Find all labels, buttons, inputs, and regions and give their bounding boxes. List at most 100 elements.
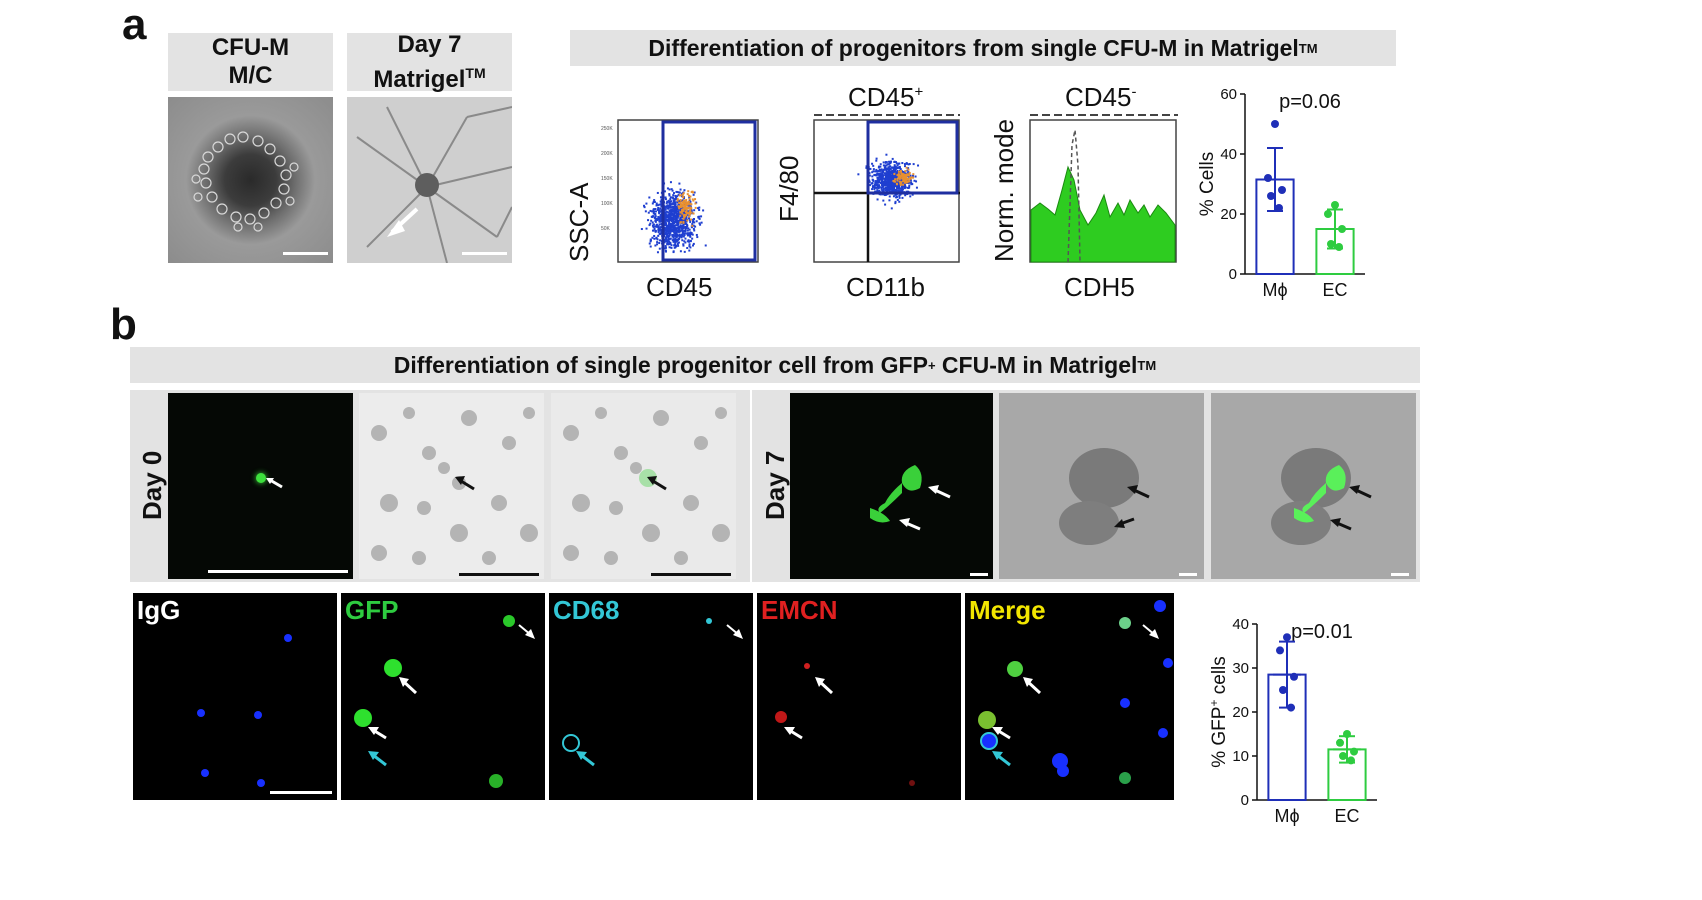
flow-dot — [879, 163, 882, 166]
flow-dot — [686, 232, 689, 235]
flow-dot — [897, 187, 900, 190]
flow-dot — [667, 243, 670, 246]
if-merge-image — [965, 593, 1174, 800]
flow-dot — [684, 211, 687, 214]
flow-dot — [889, 170, 892, 173]
scale-bar — [283, 252, 328, 255]
flow-plot-cd45: 250K 200K 150K 100K 50K — [601, 119, 759, 263]
y-axis-label: % GFP+ cells — [1207, 656, 1230, 768]
flow-dot — [690, 203, 693, 206]
flow-dot — [664, 214, 667, 217]
flow-dot — [677, 193, 680, 196]
flow-dot — [685, 203, 688, 206]
flow-dot — [678, 208, 681, 211]
flow-dot — [649, 222, 652, 225]
flow-dot — [664, 205, 667, 208]
flow-dot — [684, 241, 687, 244]
data-point — [1338, 225, 1346, 233]
flow-dot — [649, 238, 652, 241]
flow-dot — [667, 206, 670, 209]
flow-dot — [684, 207, 687, 210]
flow-dot — [645, 227, 648, 230]
flow-dot — [909, 179, 912, 182]
flow-dot — [885, 168, 888, 171]
flow-dot — [675, 240, 678, 243]
flow-dot — [898, 200, 901, 203]
flow-dot — [674, 241, 677, 244]
flow-dot — [901, 162, 904, 165]
flow-dot — [664, 198, 667, 201]
flow-dot — [872, 168, 875, 171]
flow-dot — [873, 173, 876, 176]
flow-dot — [654, 225, 657, 228]
flow-dot — [656, 251, 659, 254]
flow-dot — [680, 214, 683, 217]
flow-dot — [882, 161, 885, 164]
flow-dot — [666, 240, 669, 243]
flow-dot — [904, 184, 907, 187]
flow-dot — [907, 167, 910, 170]
flow-dot — [648, 196, 651, 199]
flow-dot — [668, 210, 671, 213]
flow-dot — [681, 212, 684, 215]
flow-dot — [671, 229, 674, 232]
flow-dot — [896, 164, 899, 167]
flow-dot — [875, 168, 878, 171]
flow-ylabel: Norm. mode — [989, 118, 1019, 262]
flow-dot — [667, 219, 670, 222]
flow-dot — [887, 171, 890, 174]
flow-dot — [895, 188, 898, 191]
flow-dot — [904, 194, 907, 197]
flow-dot — [674, 215, 677, 218]
flow-dot — [660, 203, 663, 206]
flow-dot — [677, 229, 680, 232]
flow-dot — [896, 174, 899, 177]
flow-dot — [889, 160, 892, 163]
flow-dot — [659, 229, 662, 232]
svg-text:100K: 100K — [601, 201, 613, 207]
flow-dot — [672, 238, 675, 241]
p-value-label: p=0.01 — [1291, 621, 1353, 643]
flow-dot — [884, 176, 887, 179]
flow-dot — [640, 228, 643, 231]
flow-dot — [680, 209, 683, 212]
y-tick-label: 60 — [1220, 86, 1237, 103]
flow-dot — [669, 202, 672, 205]
flow-dot — [903, 180, 906, 183]
flow-dot — [893, 184, 896, 187]
x-tick-label: Mϕ — [1274, 806, 1299, 826]
flow-dot — [660, 209, 663, 212]
flow-dot — [657, 226, 660, 229]
flow-dot — [689, 235, 692, 238]
flow-dot — [898, 195, 901, 198]
flow-dot — [653, 210, 656, 213]
flow-dot — [652, 209, 655, 212]
flow-dot — [652, 208, 655, 211]
flow-dot — [674, 237, 677, 240]
flow-dot — [669, 230, 672, 233]
flow-dot — [889, 186, 892, 189]
flow-dot — [894, 167, 897, 170]
flow-dot — [876, 185, 879, 188]
flow-dot — [666, 232, 669, 235]
flow-dot — [684, 226, 687, 229]
flow-dot — [887, 179, 890, 182]
flow-dot — [684, 228, 687, 231]
flow-dot — [915, 186, 918, 189]
flow-dot — [886, 179, 889, 182]
data-point — [1276, 646, 1284, 655]
flow-dot — [875, 157, 878, 160]
flow-dot — [658, 210, 661, 213]
flow-dot — [906, 174, 909, 177]
flow-dot — [686, 201, 689, 204]
flow-dot — [903, 173, 906, 176]
flow-dot — [900, 187, 903, 190]
flow-dot — [678, 201, 681, 204]
flow-dot — [683, 230, 686, 233]
flow-dot — [689, 195, 692, 198]
flow-dot — [677, 227, 680, 230]
flow-dot — [651, 215, 654, 218]
flow-dot — [903, 176, 906, 179]
flow-dot — [697, 215, 700, 218]
y-tick-label: 20 — [1232, 704, 1249, 721]
